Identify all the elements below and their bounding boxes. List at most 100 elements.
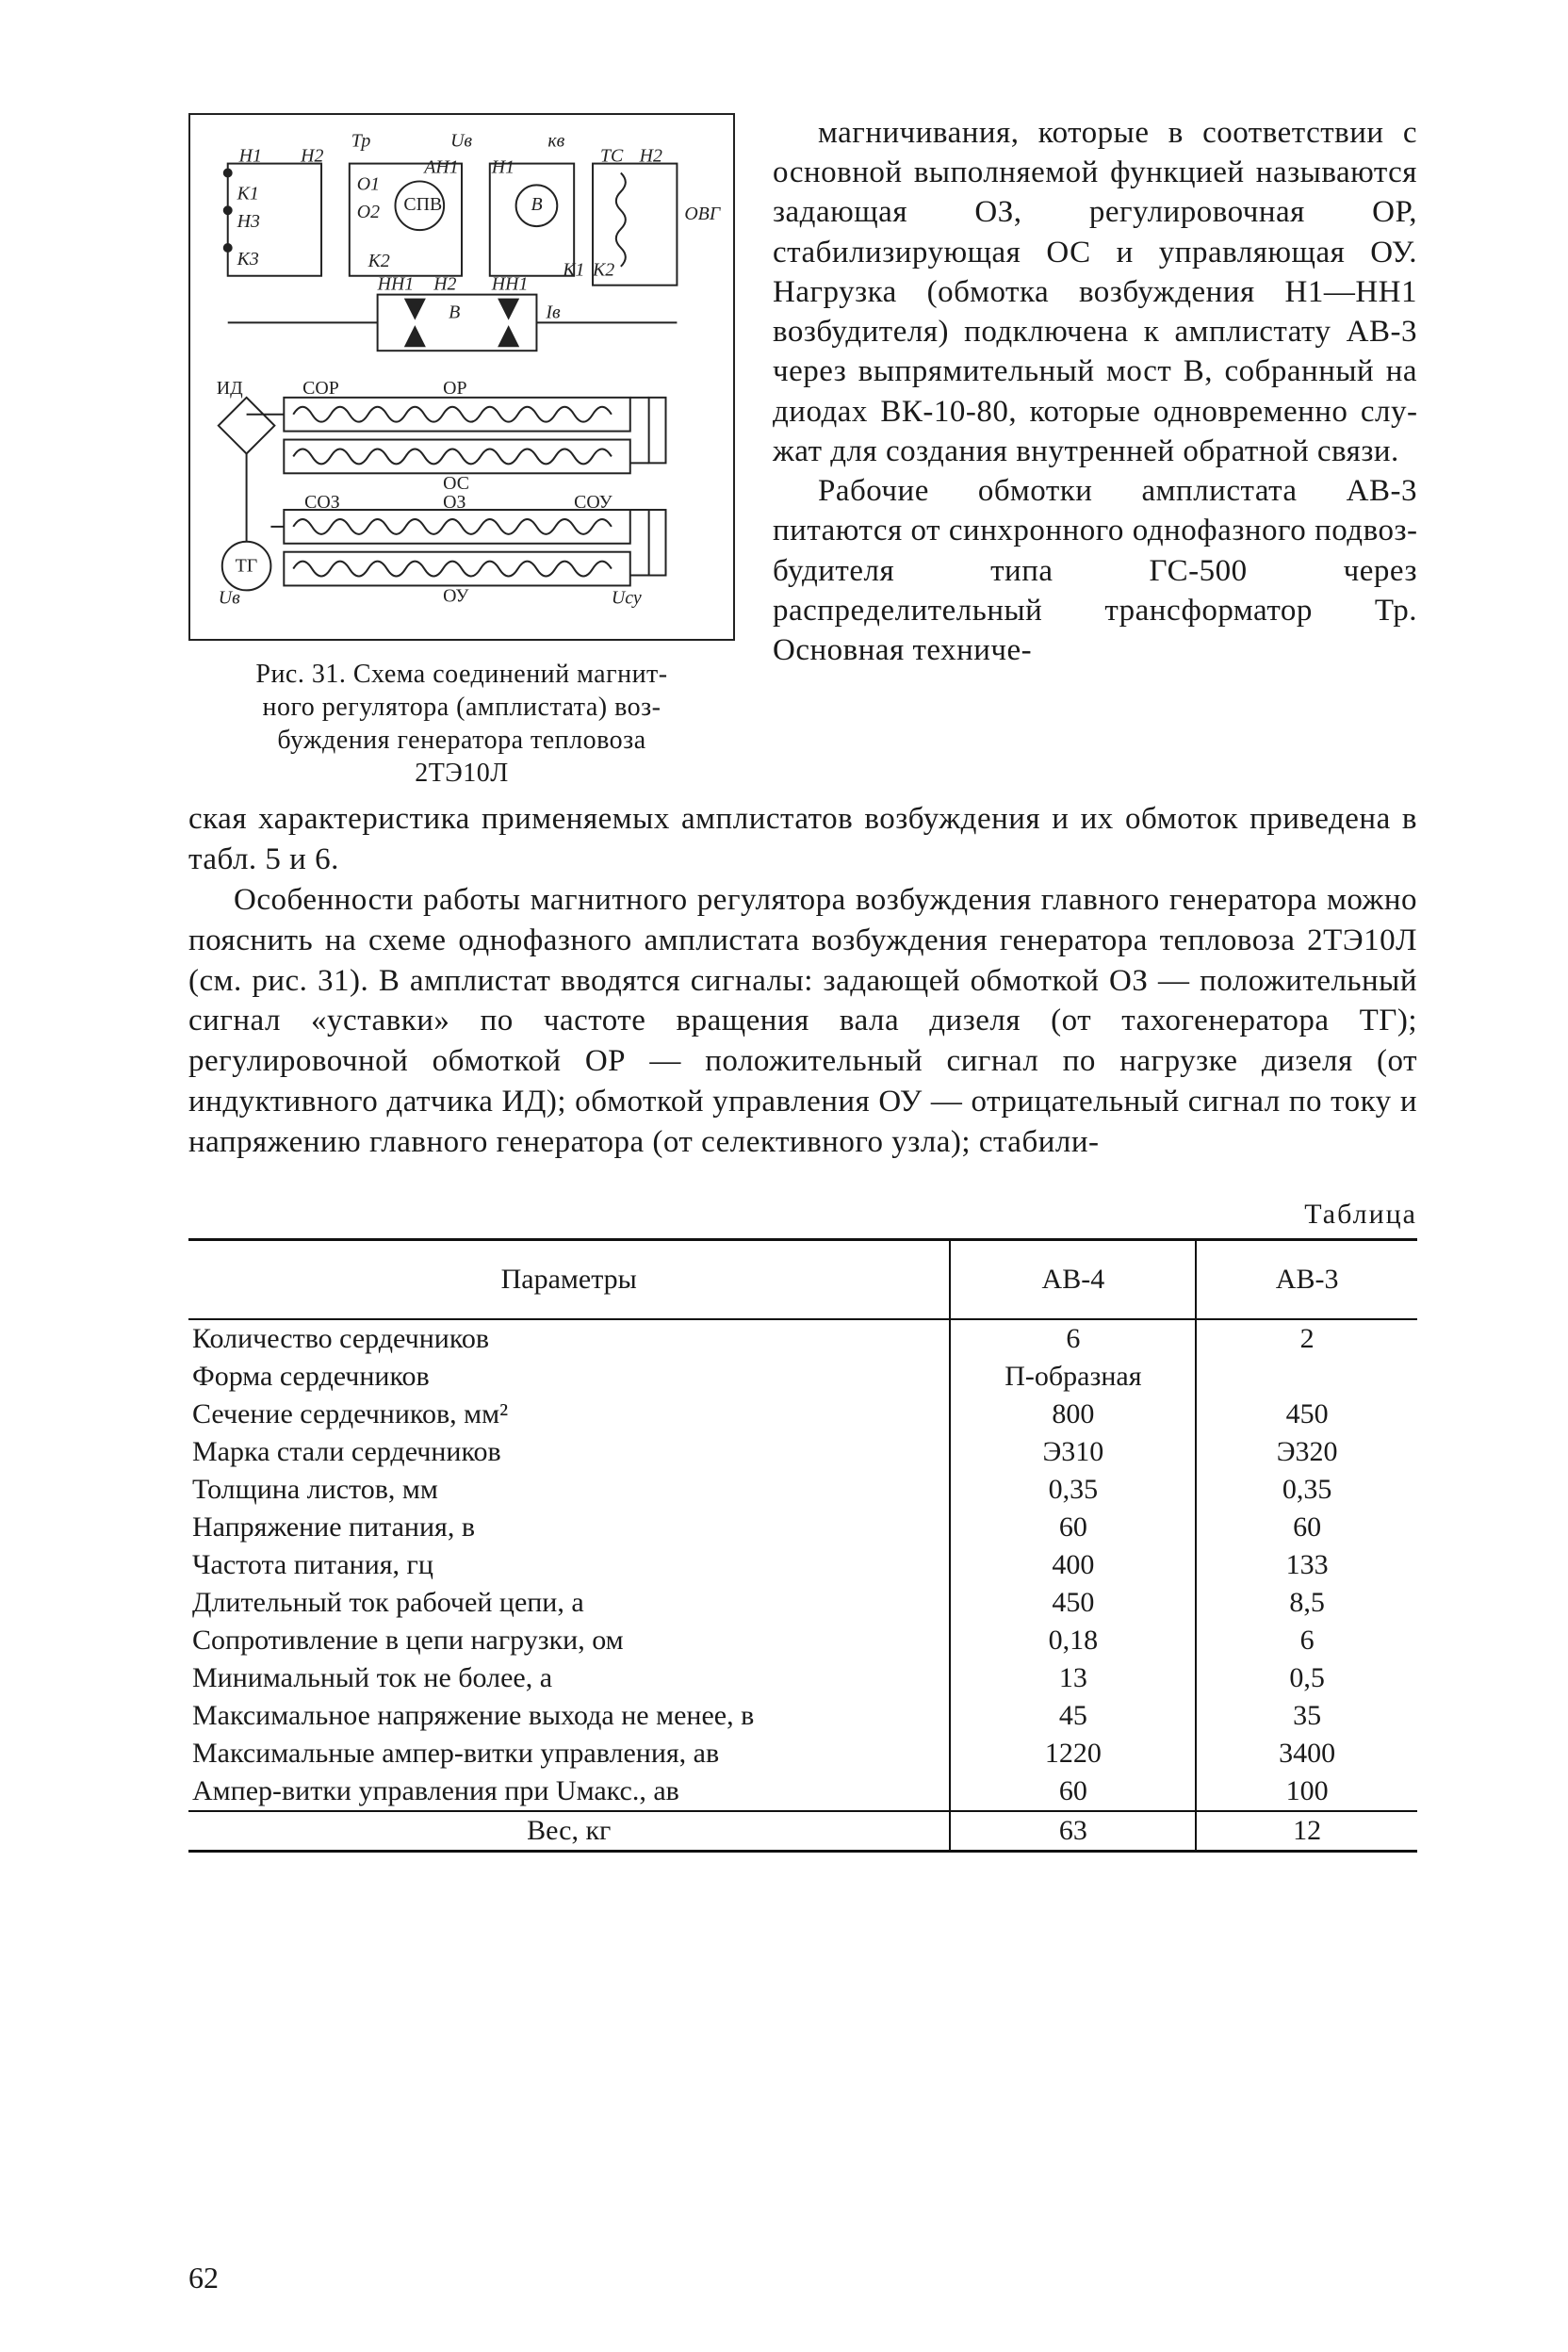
lbl-kv: кв	[547, 131, 564, 152]
r8p: Сопротивление в цепи нагрузки, ом	[188, 1622, 950, 1659]
rfv1: 63	[950, 1811, 1196, 1852]
r1v2	[1196, 1358, 1417, 1396]
r3v1: Э310	[950, 1433, 1196, 1471]
r10p: Максимальное напряжение выхода не менее,…	[188, 1697, 950, 1735]
lbl-Vbr: В	[449, 302, 460, 322]
para-3: Особенности работы магнитного регулятора…	[188, 880, 1417, 1163]
page: Тр Uв кв Н1 Н2 К1 Н3 К3 О1 О2 СПВ К2 АН1…	[0, 0, 1568, 2352]
r4v1: 0,35	[950, 1471, 1196, 1509]
fig-caption-l2: ного регулятора (амплистата) воз-	[263, 693, 662, 722]
r10v2: 35	[1196, 1697, 1417, 1735]
lbl-Ucy: Uсу	[612, 587, 642, 608]
r2p: Сечение сердечников, мм²	[188, 1396, 950, 1433]
lbl-H1: Н1	[238, 146, 262, 167]
r11v2: 3400	[1196, 1735, 1417, 1772]
r9v2: 0,5	[1196, 1659, 1417, 1697]
r2v1: 800	[950, 1396, 1196, 1433]
lbl-OZ: ОЗ	[443, 492, 466, 513]
rfv2: 12	[1196, 1811, 1417, 1852]
lbl-TG: ТГ	[236, 556, 258, 577]
rfp: Вес, кг	[188, 1811, 950, 1852]
lbl-OP: ОР	[443, 378, 466, 399]
lbl-H1b: Н1	[491, 157, 514, 178]
lbl-TC: ТС	[600, 146, 624, 167]
r11v1: 1220	[950, 1735, 1196, 1772]
lbl-OVG: ОВГ	[684, 204, 720, 224]
r0v2: 2	[1196, 1319, 1417, 1358]
r3p: Марка стали сердечников	[188, 1433, 950, 1471]
lbl-H2c: Н2	[433, 274, 456, 295]
lbl-SPV: СПВ	[403, 194, 442, 215]
figure-caption: Рис. 31. Схема соединений магнит- ного р…	[188, 658, 735, 790]
lbl-H2a: Н2	[300, 146, 323, 167]
r7v1: 450	[950, 1584, 1196, 1622]
body-text: ская характеристика применяемых амплиста…	[188, 799, 1417, 1163]
r0v1: 6	[950, 1319, 1196, 1358]
para-2: Рабочие обмотки ампли­стата АВ-3 питаютс…	[773, 471, 1417, 670]
th-param: Параметры	[188, 1240, 950, 1320]
figure-column: Тр Uв кв Н1 Н2 К1 Н3 К3 О1 О2 СПВ К2 АН1…	[188, 113, 735, 790]
r6v1: 400	[950, 1546, 1196, 1584]
lbl-AH1: АН1	[422, 157, 458, 178]
lbl-O2: О2	[357, 202, 380, 222]
circuit-svg: Тр Uв кв Н1 Н2 К1 Н3 К3 О1 О2 СПВ К2 АН1…	[190, 115, 733, 639]
lbl-ID: ИД	[217, 378, 243, 399]
lbl-Uv: Uв	[450, 131, 472, 152]
lbl-K1: К1	[237, 183, 259, 204]
r0p: Количество сердечников	[188, 1319, 950, 1358]
lbl-K2: К2	[368, 251, 390, 271]
lbl-SOP: СОР	[302, 378, 339, 399]
para-1: магничивания, которые в соот­ветствии с …	[773, 113, 1417, 471]
r3v2: Э320	[1196, 1433, 1417, 1471]
r6p: Частота питания, гц	[188, 1546, 950, 1584]
page-number: 62	[188, 2261, 219, 2295]
r5v1: 60	[950, 1509, 1196, 1546]
lbl-Tp: Тр	[351, 131, 371, 152]
r1v1: П-образная	[950, 1358, 1196, 1396]
lbl-H2b: Н2	[639, 146, 662, 167]
parameters-table: Параметры АВ-4 АВ-3 Количество сердечник…	[188, 1238, 1417, 1853]
r5p: Напряжение питания, в	[188, 1509, 950, 1546]
fig-caption-l4: 2ТЭ10Л	[415, 759, 509, 788]
r7p: Длительный ток рабочей цепи, а	[188, 1584, 950, 1622]
r1p: Форма сердечников	[188, 1358, 950, 1396]
table-body: Количество сердечников62 Форма сердечник…	[188, 1319, 1417, 1852]
right-column-text: магничивания, которые в соот­ветствии с …	[773, 113, 1417, 790]
r6v2: 133	[1196, 1546, 1417, 1584]
lbl-SOZ: СОЗ	[304, 492, 340, 513]
r2v2: 450	[1196, 1396, 1417, 1433]
r4v2: 0,35	[1196, 1471, 1417, 1509]
lbl-K3: К3	[237, 249, 259, 270]
r12v2: 100	[1196, 1772, 1417, 1811]
fig-caption-l3: буждения генератора тепловоза	[277, 726, 645, 755]
r8v2: 6	[1196, 1622, 1417, 1659]
circuit-diagram: Тр Uв кв Н1 Н2 К1 Н3 К3 О1 О2 СПВ К2 АН1…	[188, 113, 735, 641]
lbl-K1b: К1	[562, 260, 584, 281]
top-block: Тр Uв кв Н1 Н2 К1 Н3 К3 О1 О2 СПВ К2 АН1…	[188, 113, 1417, 790]
fig-caption-l1: Рис. 31. Схема соединений магнит-	[255, 660, 667, 689]
lbl-V: В	[531, 194, 542, 215]
lbl-OC: ОС	[443, 473, 469, 494]
para-2-cont: ская характеристика применяемых амплиста…	[188, 799, 1417, 880]
r9p: Минимальный ток не более, а	[188, 1659, 950, 1697]
lbl-HH1b: НН1	[491, 274, 529, 295]
r12v1: 60	[950, 1772, 1196, 1811]
r4p: Толщина листов, мм	[188, 1471, 950, 1509]
r11p: Максимальные ампер-витки управления, ав	[188, 1735, 950, 1772]
lbl-HH1: НН1	[377, 274, 415, 295]
th-c2: АВ-3	[1196, 1240, 1417, 1320]
lbl-K2b: К2	[592, 260, 614, 281]
lbl-Iv: Iв	[545, 302, 561, 322]
r10v1: 45	[950, 1697, 1196, 1735]
lbl-O1: О1	[357, 173, 380, 194]
r8v1: 0,18	[950, 1622, 1196, 1659]
r5v2: 60	[1196, 1509, 1417, 1546]
table-label: Таблица	[188, 1199, 1417, 1231]
lbl-H3: Н3	[237, 211, 260, 232]
r7v2: 8,5	[1196, 1584, 1417, 1622]
r9v1: 13	[950, 1659, 1196, 1697]
lbl-OU: ОУ	[443, 585, 469, 606]
th-c1: АВ-4	[950, 1240, 1196, 1320]
r12p: Ампер-витки управления при Uмакс., ав	[188, 1772, 950, 1811]
table-label-text: Таблица	[1304, 1199, 1417, 1230]
